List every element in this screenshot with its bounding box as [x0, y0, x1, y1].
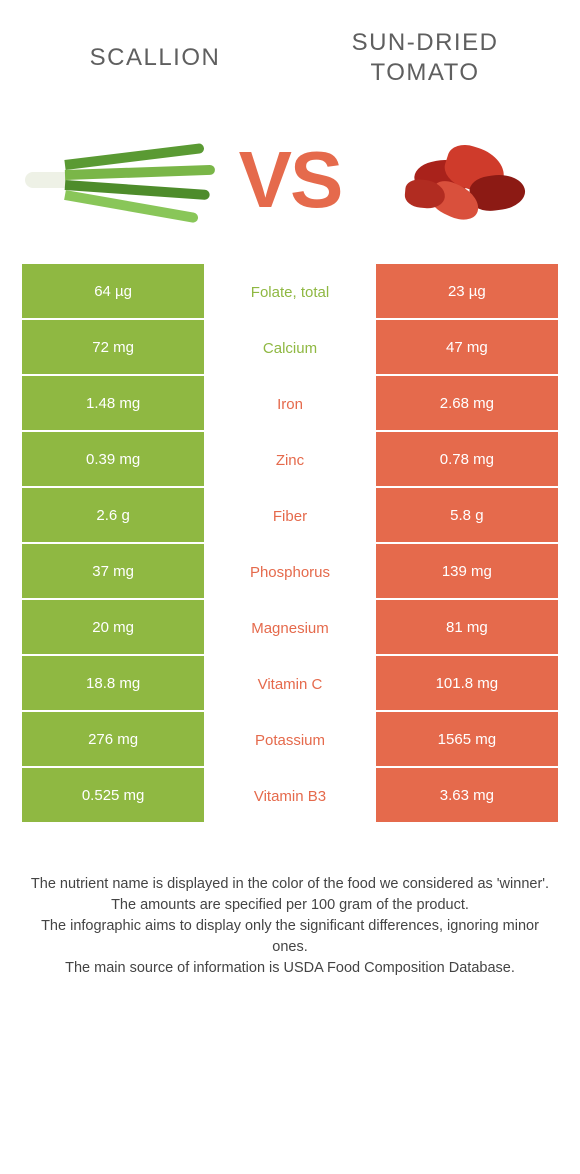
nutrient-name: Folate, total	[204, 264, 376, 320]
right-food-title: SUN-DRIED TOMATO	[304, 28, 547, 88]
left-value: 0.525 mg	[22, 768, 204, 824]
nutrient-name: Iron	[204, 376, 376, 432]
table-row: 72 mgCalcium47 mg	[22, 320, 558, 376]
right-value: 3.63 mg	[376, 768, 558, 824]
vs-row: VS	[0, 106, 580, 264]
table-row: 276 mgPotassium1565 mg	[22, 712, 558, 768]
left-value: 276 mg	[22, 712, 204, 768]
footer-line: The infographic aims to display only the…	[28, 916, 552, 958]
sun-dried-tomato-image	[375, 120, 555, 240]
right-value: 47 mg	[376, 320, 558, 376]
right-value: 101.8 mg	[376, 656, 558, 712]
nutrient-table: 64 µgFolate, total23 µg72 mgCalcium47 mg…	[0, 264, 580, 824]
footer-line: The nutrient name is displayed in the co…	[28, 874, 552, 895]
right-value: 2.68 mg	[376, 376, 558, 432]
nutrient-name: Phosphorus	[204, 544, 376, 600]
left-value: 37 mg	[22, 544, 204, 600]
right-value: 0.78 mg	[376, 432, 558, 488]
nutrient-name: Magnesium	[204, 600, 376, 656]
nutrient-name: Fiber	[204, 488, 376, 544]
right-value: 139 mg	[376, 544, 558, 600]
left-value: 18.8 mg	[22, 656, 204, 712]
nutrient-name: Vitamin B3	[204, 768, 376, 824]
right-value: 1565 mg	[376, 712, 558, 768]
nutrient-name: Potassium	[204, 712, 376, 768]
table-row: 2.6 gFiber5.8 g	[22, 488, 558, 544]
nutrient-name: Vitamin C	[204, 656, 376, 712]
table-row: 1.48 mgIron2.68 mg	[22, 376, 558, 432]
nutrient-name: Zinc	[204, 432, 376, 488]
left-value: 72 mg	[22, 320, 204, 376]
table-row: 18.8 mgVitamin C101.8 mg	[22, 656, 558, 712]
table-row: 37 mgPhosphorus139 mg	[22, 544, 558, 600]
right-value: 23 µg	[376, 264, 558, 320]
table-row: 64 µgFolate, total23 µg	[22, 264, 558, 320]
table-row: 0.39 mgZinc0.78 mg	[22, 432, 558, 488]
nutrient-name: Calcium	[204, 320, 376, 376]
footer-line: The main source of information is USDA F…	[28, 958, 552, 979]
right-value: 5.8 g	[376, 488, 558, 544]
left-food-title: SCALLION	[34, 43, 277, 73]
left-value: 1.48 mg	[22, 376, 204, 432]
table-row: 0.525 mgVitamin B33.63 mg	[22, 768, 558, 824]
left-value: 0.39 mg	[22, 432, 204, 488]
header: SCALLION SUN-DRIED TOMATO	[0, 0, 580, 106]
left-value: 64 µg	[22, 264, 204, 320]
left-value: 20 mg	[22, 600, 204, 656]
footer-notes: The nutrient name is displayed in the co…	[0, 824, 580, 979]
right-value: 81 mg	[376, 600, 558, 656]
left-value: 2.6 g	[22, 488, 204, 544]
table-row: 20 mgMagnesium81 mg	[22, 600, 558, 656]
scallion-image	[25, 120, 205, 240]
footer-line: The amounts are specified per 100 gram o…	[28, 895, 552, 916]
vs-label: VS	[239, 134, 342, 226]
